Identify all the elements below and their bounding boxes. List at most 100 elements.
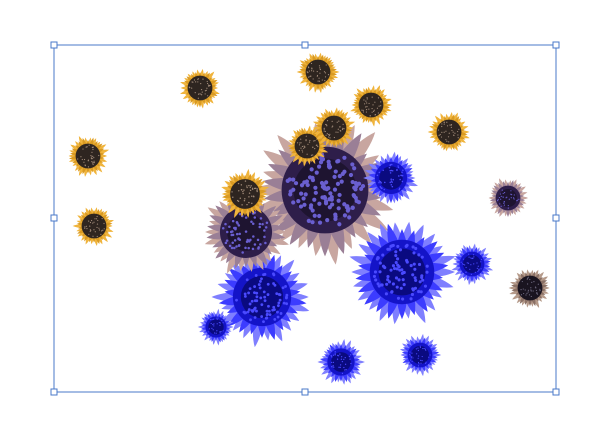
seed-dot — [314, 139, 316, 142]
seed-dot — [244, 246, 247, 250]
seed-dot — [91, 151, 93, 153]
seed-dot — [396, 263, 400, 267]
flower-center — [358, 92, 384, 118]
seed-dot — [499, 203, 501, 205]
seed-dot — [273, 283, 277, 287]
seed-dot — [253, 291, 256, 295]
seed-dot — [376, 107, 379, 109]
sunflower-icon[interactable] — [317, 339, 365, 385]
seed-dot — [276, 304, 280, 308]
seed-dot — [276, 315, 280, 319]
sunflower-icon[interactable] — [363, 151, 418, 204]
seed-dot — [248, 196, 250, 198]
seed-dot — [366, 97, 368, 99]
seed-dot — [312, 70, 315, 72]
seed-dot — [92, 146, 94, 148]
seed-dot — [389, 169, 391, 172]
seed-dot — [246, 310, 250, 314]
seed-dot — [257, 247, 260, 250]
sunflower-cluster-group[interactable] — [68, 52, 550, 385]
sunflower-icon[interactable] — [197, 308, 234, 346]
selection-bounding-box[interactable] — [50, 41, 560, 396]
seed-dot — [247, 246, 250, 250]
sunflower-icon[interactable] — [221, 168, 269, 218]
seed-dot — [389, 172, 392, 174]
seed-dot — [363, 99, 365, 101]
seed-dot — [218, 321, 220, 324]
handle-top-center[interactable] — [301, 41, 309, 49]
sunflower-icon[interactable] — [180, 68, 220, 109]
sunflower-icon[interactable] — [399, 333, 442, 377]
seed-dot — [299, 142, 301, 144]
seed-dot — [237, 182, 240, 185]
handle-bottom-center[interactable] — [301, 388, 309, 396]
sunflower-icon[interactable] — [350, 85, 392, 127]
seed-dot — [477, 270, 479, 272]
seed-dot — [331, 126, 333, 128]
handle-bottom-right[interactable] — [552, 388, 560, 396]
seed-dot — [303, 192, 308, 197]
seed-dot — [523, 292, 525, 295]
seed-dot — [372, 104, 374, 106]
sunflower-icon[interactable] — [68, 135, 110, 177]
seed-dot — [192, 81, 194, 83]
seed-dot — [237, 200, 240, 203]
seed-dot — [364, 103, 366, 105]
handle-bottom-left[interactable] — [50, 388, 58, 396]
seed-dot — [345, 204, 350, 209]
seed-dot — [93, 160, 95, 162]
sunflower-icon[interactable] — [349, 221, 456, 325]
seed-dot — [302, 202, 307, 207]
seed-dot — [417, 253, 421, 257]
seed-dot — [259, 296, 263, 300]
seed-dot — [240, 184, 243, 186]
seed-dot — [446, 140, 448, 142]
seed-dot — [327, 165, 332, 170]
seed-dot — [189, 86, 191, 89]
sunflower-icon[interactable] — [508, 269, 550, 308]
sunflower-icon[interactable] — [312, 107, 356, 148]
handle-middle-left[interactable] — [50, 214, 58, 222]
seed-dot — [92, 235, 94, 237]
handle-top-left[interactable] — [50, 41, 58, 49]
seed-dot — [296, 199, 301, 204]
seed-dot — [260, 303, 264, 307]
seed-dot — [251, 187, 254, 190]
seed-dot — [245, 278, 249, 282]
seed-dot — [93, 229, 95, 231]
sunflower-icon[interactable] — [296, 52, 340, 94]
seed-dot — [204, 90, 207, 92]
seed-dot — [97, 219, 99, 222]
seed-dot — [342, 202, 347, 207]
seed-dot — [337, 173, 342, 179]
sunflower-icon[interactable] — [451, 243, 494, 286]
seed-dot — [101, 230, 103, 232]
handle-top-right[interactable] — [552, 41, 560, 49]
seed-dot — [438, 134, 440, 136]
seed-dot — [194, 91, 196, 94]
seed-dot — [213, 323, 215, 325]
seed-dot — [378, 105, 380, 107]
seed-dot — [247, 291, 251, 295]
seed-dot — [332, 174, 337, 179]
sunflower-icon[interactable] — [72, 207, 115, 246]
seed-dot — [211, 327, 213, 329]
seed-dot — [244, 311, 248, 315]
seed-dot — [281, 286, 285, 290]
seed-dot — [244, 230, 248, 233]
handle-middle-right[interactable] — [552, 214, 560, 222]
seed-dot — [316, 164, 322, 169]
seed-dot — [365, 111, 368, 113]
seed-dot — [398, 187, 401, 190]
seed-dot — [306, 218, 311, 223]
seed-dot — [231, 241, 234, 245]
seed-dot — [377, 112, 379, 114]
seed-dot — [391, 264, 396, 268]
seed-dot — [197, 97, 199, 99]
sunflower-icon[interactable] — [427, 111, 470, 152]
seed-dot — [362, 111, 365, 113]
seed-dot — [399, 286, 403, 290]
sunflower-icon[interactable] — [488, 178, 529, 217]
seed-dot — [386, 275, 390, 279]
